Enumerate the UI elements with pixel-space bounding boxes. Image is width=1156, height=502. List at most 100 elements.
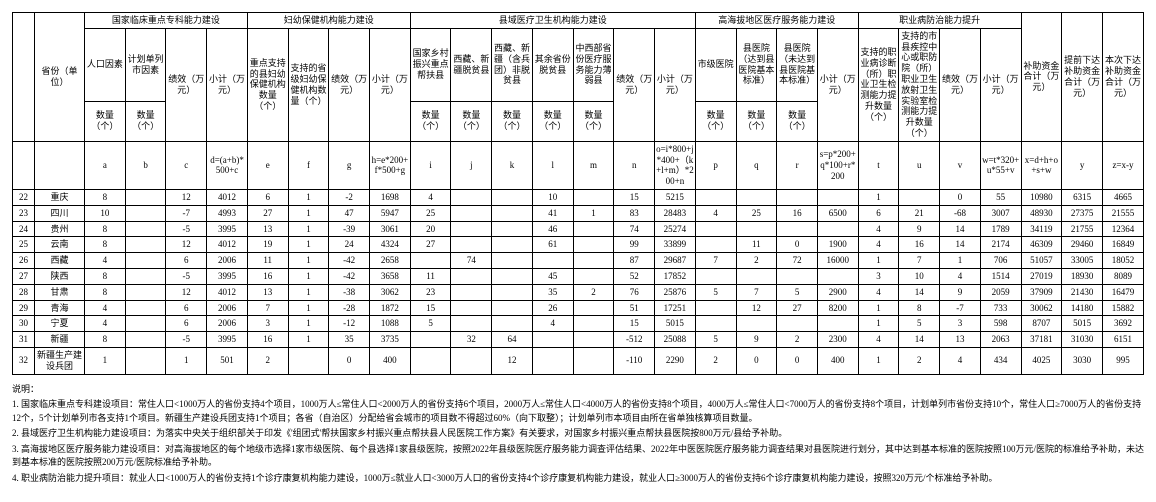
cell: 27019: [1021, 268, 1062, 284]
table-row: 22重庆812401261-21698410155215105510980631…: [13, 189, 1144, 205]
cell: 14: [940, 237, 981, 253]
col-countybasic: 县医院（达到县医院基本标准）: [736, 28, 777, 101]
cell: [451, 221, 492, 237]
cell: -5: [166, 268, 207, 284]
formula-x: x=d+h+o+s+w: [1021, 141, 1062, 189]
cell: 31: [13, 332, 35, 348]
cell: 重庆: [35, 189, 85, 205]
letter-y: y: [1062, 141, 1103, 189]
cell: 1698: [370, 189, 411, 205]
cell: 434: [980, 347, 1021, 374]
cell: [777, 268, 818, 284]
cell: 16: [899, 237, 940, 253]
cell: 1: [288, 316, 329, 332]
cell: 501: [207, 347, 248, 374]
group-clinical: 国家临床重点专科能力建设: [85, 13, 248, 29]
cell: 2: [736, 253, 777, 269]
cell: 8: [899, 300, 940, 316]
cell: 52: [614, 268, 655, 284]
cell: [125, 237, 166, 253]
cell: 25: [736, 205, 777, 221]
cell: [899, 189, 940, 205]
cell: 30: [13, 316, 35, 332]
qty-b: 数量（个）: [125, 101, 166, 141]
table-row: 23四川10-749932714759472541183284834251665…: [13, 205, 1144, 221]
qty-a: 数量（个）: [85, 101, 126, 141]
cell: 25: [13, 237, 35, 253]
cell: 25876: [655, 284, 696, 300]
cell: 2059: [980, 284, 1021, 300]
cell: 2: [899, 347, 940, 374]
cell: 2174: [980, 237, 1021, 253]
cell: 21430: [1062, 284, 1103, 300]
cell: [532, 347, 573, 374]
cell: 8: [85, 268, 126, 284]
cell: -7: [166, 205, 207, 221]
cell: 12: [166, 284, 207, 300]
cell: [451, 347, 492, 374]
cell: 24: [13, 221, 35, 237]
cell: 99: [614, 237, 655, 253]
cell: 8: [85, 189, 126, 205]
cell: 733: [980, 300, 1021, 316]
letter-t: t: [858, 141, 899, 189]
col-perf3: 绩效（万元）: [614, 28, 655, 141]
cell: 8: [85, 237, 126, 253]
cell: 陕西: [35, 268, 85, 284]
cell: 2: [573, 284, 614, 300]
table-row: 26西藏462006111-42265874872968772721600017…: [13, 253, 1144, 269]
cell: 1: [166, 347, 207, 374]
cell: 1: [858, 189, 899, 205]
cell: 1514: [980, 268, 1021, 284]
cell: 29687: [655, 253, 696, 269]
cell: [573, 189, 614, 205]
cell: 8: [85, 284, 126, 300]
cell: 3: [940, 316, 981, 332]
cell: [573, 253, 614, 269]
cell: 6: [247, 189, 288, 205]
cell: [451, 268, 492, 284]
cell: 19: [247, 237, 288, 253]
cell: 14: [899, 284, 940, 300]
cell: 6151: [1102, 332, 1143, 348]
col-plancity: 计划单列市因素: [125, 28, 166, 101]
cell: 11: [247, 253, 288, 269]
cell: 27: [777, 300, 818, 316]
col-prev: 提前下达补助资金合计（万元）: [1062, 13, 1103, 142]
cell: 5: [695, 284, 736, 300]
cell: [288, 347, 329, 374]
cell: 12: [166, 237, 207, 253]
cell: [125, 221, 166, 237]
cell: 32: [13, 347, 35, 374]
cell: 0: [329, 347, 370, 374]
cell: 1: [858, 300, 899, 316]
qty-m: 数量（个）: [573, 101, 614, 141]
cell: 3061: [370, 221, 411, 237]
cell: 17251: [655, 300, 696, 316]
cell: 13: [247, 221, 288, 237]
cell: 8: [85, 332, 126, 348]
cell: 1: [858, 316, 899, 332]
cell: 18052: [1102, 253, 1143, 269]
cell: [736, 268, 777, 284]
cell: 1: [85, 347, 126, 374]
cell: [817, 268, 858, 284]
cell: 8707: [1021, 316, 1062, 332]
cell: -68: [940, 205, 981, 221]
cell: 23: [410, 284, 451, 300]
cell: 28483: [655, 205, 696, 221]
cell: 0: [940, 189, 981, 205]
cell: [695, 237, 736, 253]
cell: 87: [614, 253, 655, 269]
cell: 21: [899, 205, 940, 221]
cell: 1900: [817, 237, 858, 253]
cell: 28: [13, 284, 35, 300]
cell: 20: [410, 221, 451, 237]
cell: 7: [736, 284, 777, 300]
cell: 4: [410, 189, 451, 205]
letter-u: u: [899, 141, 940, 189]
cell: 16: [777, 205, 818, 221]
cell: 3692: [1102, 316, 1143, 332]
col-occrehab: 支持的职业病诊断（所）职业卫生检测能力提升数量（个）: [858, 28, 899, 141]
table-row: 28甘肃8124012131-3830622335276258765752900…: [13, 284, 1144, 300]
